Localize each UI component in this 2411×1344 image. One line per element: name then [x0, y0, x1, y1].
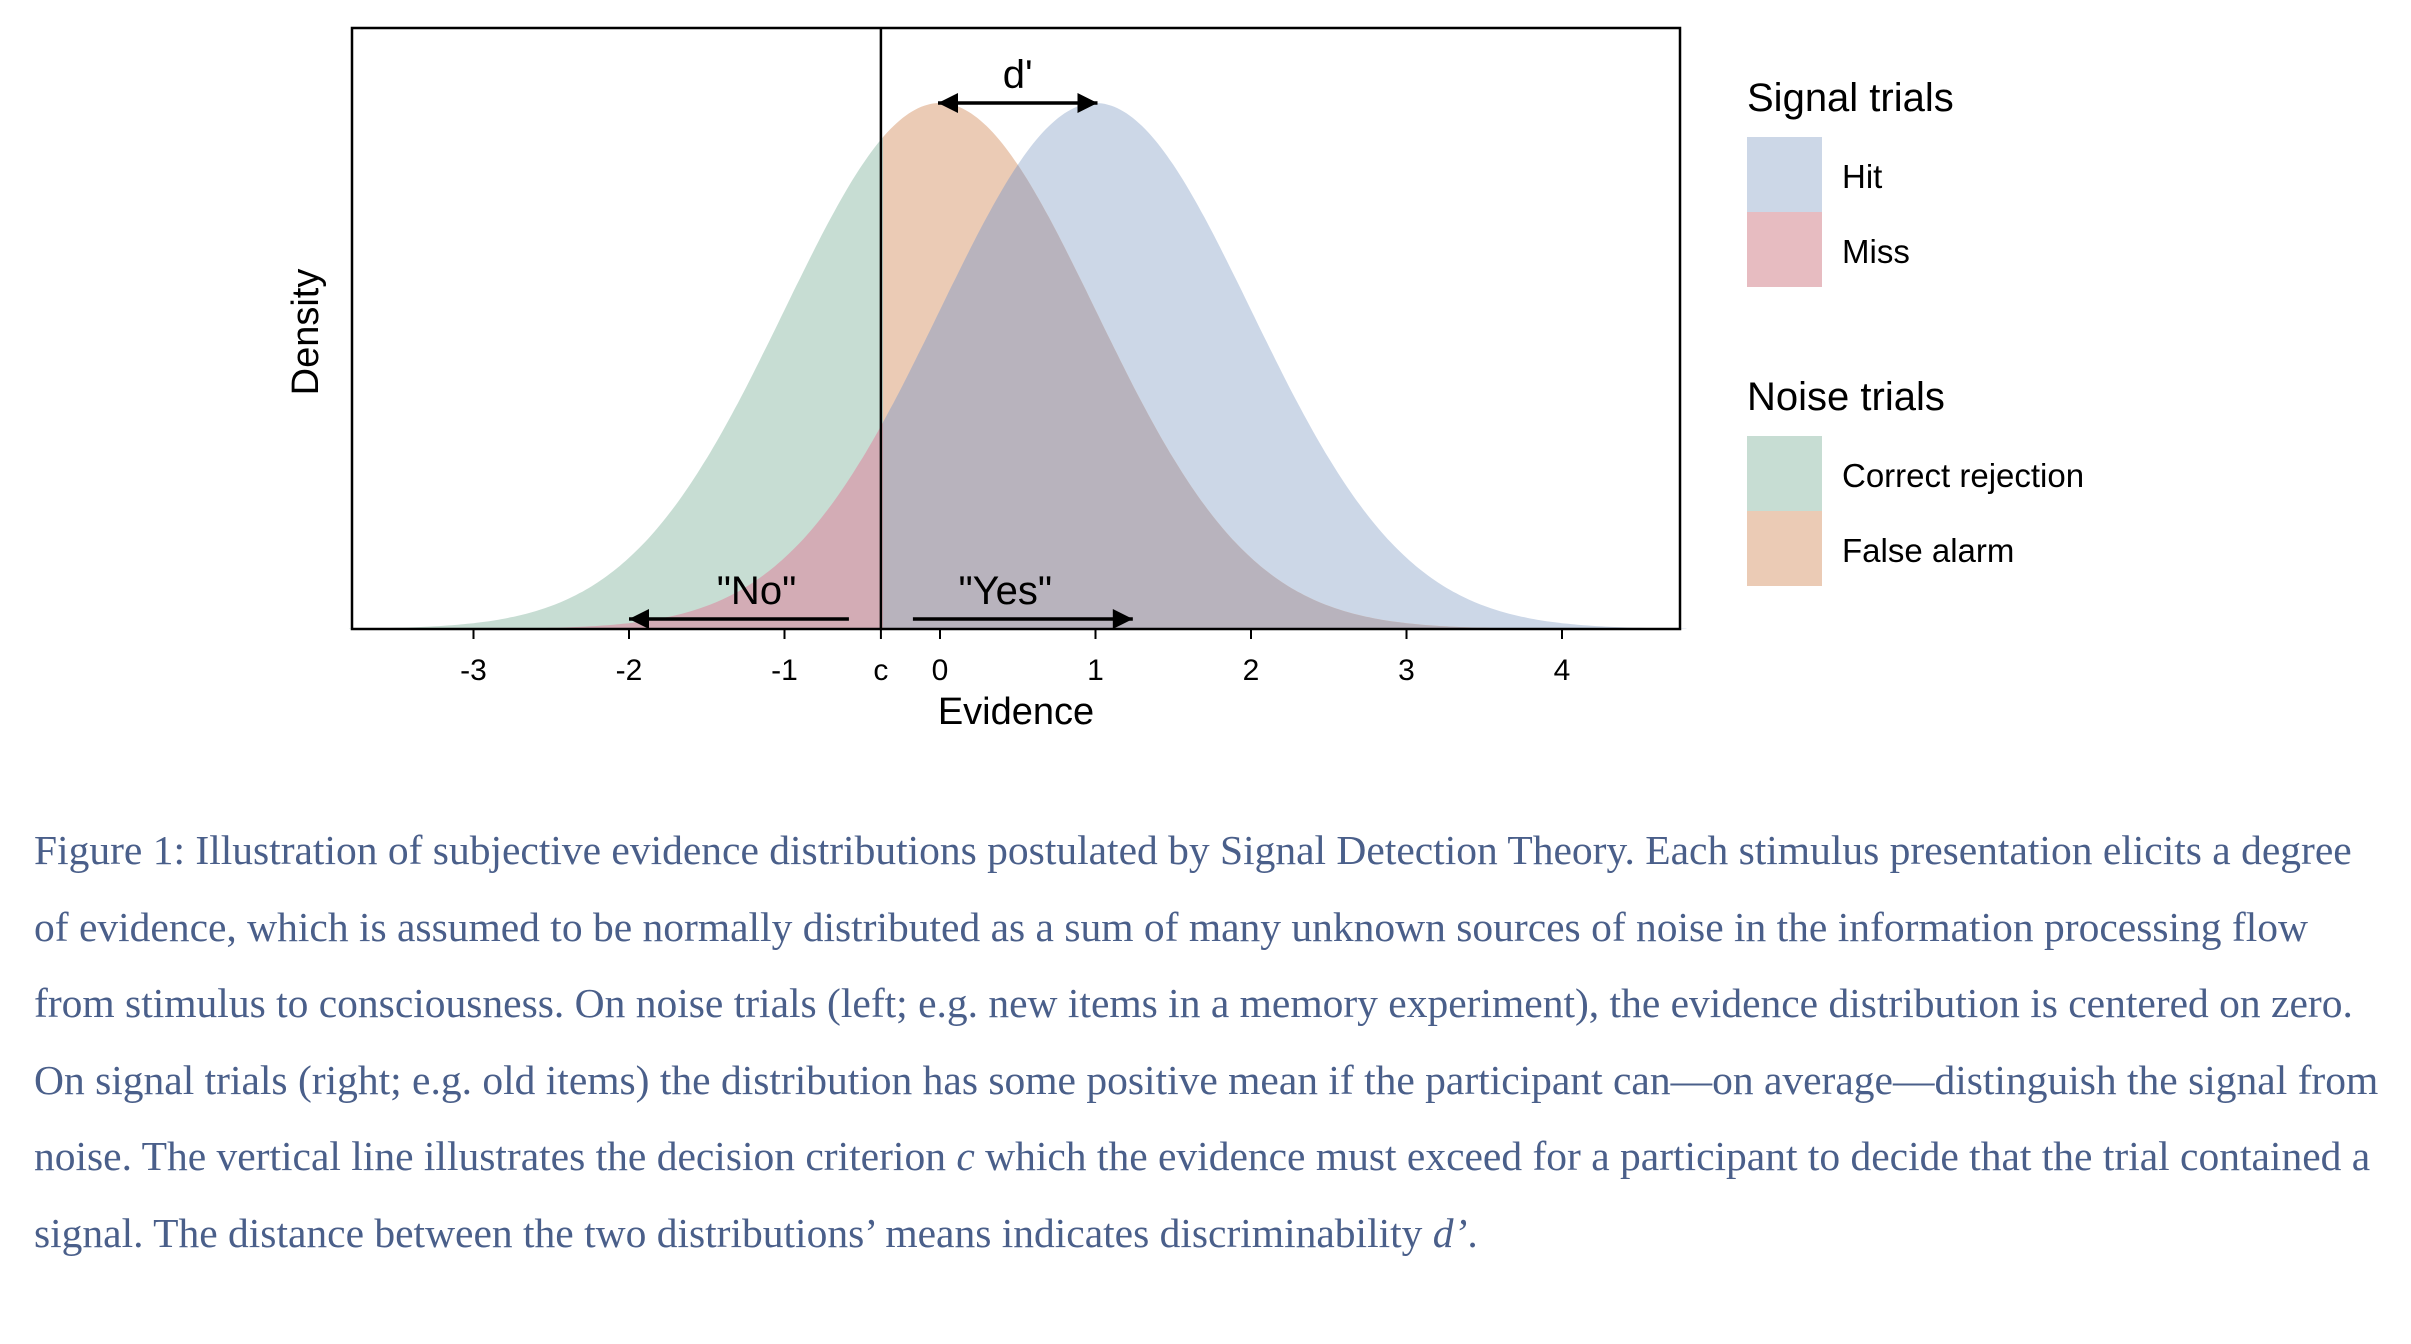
x-axis-title: Evidence: [938, 691, 1094, 733]
legend-key-miss: [1747, 212, 1822, 287]
x-tick-label: -2: [616, 654, 643, 687]
no-response-label: "No": [717, 569, 797, 613]
sdt-figure: -3 -2 -1 0 1 2 3 4 c Evidence Density d' "No" "…: [285, 26, 2084, 733]
legend-label-hit: Hit: [1842, 158, 1882, 195]
legend-key-correct-rejection: [1747, 436, 1822, 511]
arrow-head: [1112, 609, 1133, 629]
no-arrow: [629, 609, 849, 629]
x-tick-label: -1: [771, 654, 798, 687]
dprime-arrow: [938, 93, 1098, 113]
overlap-area: [883, 164, 1687, 629]
legend-key-false-alarm: [1747, 511, 1822, 586]
caption-text-2: which the evidence must exceed for a par…: [34, 1133, 2371, 1256]
density-areas: [349, 103, 1687, 629]
legend-key-hit: [1747, 137, 1822, 212]
legend-label-miss: Miss: [1842, 233, 1910, 270]
x-tick-label: 4: [1554, 654, 1571, 687]
figure-caption: Figure 1: Illustration of subjective evi…: [34, 812, 2394, 1271]
yes-arrow: [912, 609, 1133, 629]
x-tick-label: 1: [1087, 654, 1104, 687]
legend-title-noise: Noise trials: [1747, 375, 1945, 419]
correct-rejection-area: [349, 137, 883, 629]
x-axis-tick-labels: -3 -2 -1 0 1 2 3 4: [460, 654, 1570, 687]
plot-panel-border: [350, 26, 1682, 631]
arrow-head: [1077, 93, 1098, 113]
caption-text-1: Figure 1: Illustration of subjective evi…: [34, 827, 2379, 1179]
caption-text-3: .: [1467, 1209, 1478, 1256]
miss-area: [349, 422, 883, 629]
legend-label-false-alarm: False alarm: [1842, 532, 2014, 569]
x-tick-label: 2: [1243, 654, 1260, 687]
y-axis-title: Density: [285, 269, 327, 396]
legend: Signal trials Hit Miss Noise trials Corr…: [1747, 76, 2084, 586]
x-tick-label: 3: [1398, 654, 1415, 687]
criterion-tick-label: c: [873, 654, 888, 687]
caption-dprime-symbol: d’: [1432, 1209, 1468, 1256]
yes-response-label: "Yes": [958, 569, 1052, 613]
legend-label-correct-rejection: Correct rejection: [1842, 457, 2084, 494]
x-axis-ticks: [472, 629, 1563, 639]
legend-title-signal: Signal trials: [1747, 76, 1954, 120]
x-tick-label: -3: [460, 654, 487, 687]
arrow-head: [938, 93, 958, 113]
caption-criterion-symbol: c: [956, 1133, 975, 1179]
dprime-label: d': [1003, 53, 1033, 97]
x-tick-label: 0: [932, 654, 949, 687]
arrow-head: [629, 609, 649, 629]
